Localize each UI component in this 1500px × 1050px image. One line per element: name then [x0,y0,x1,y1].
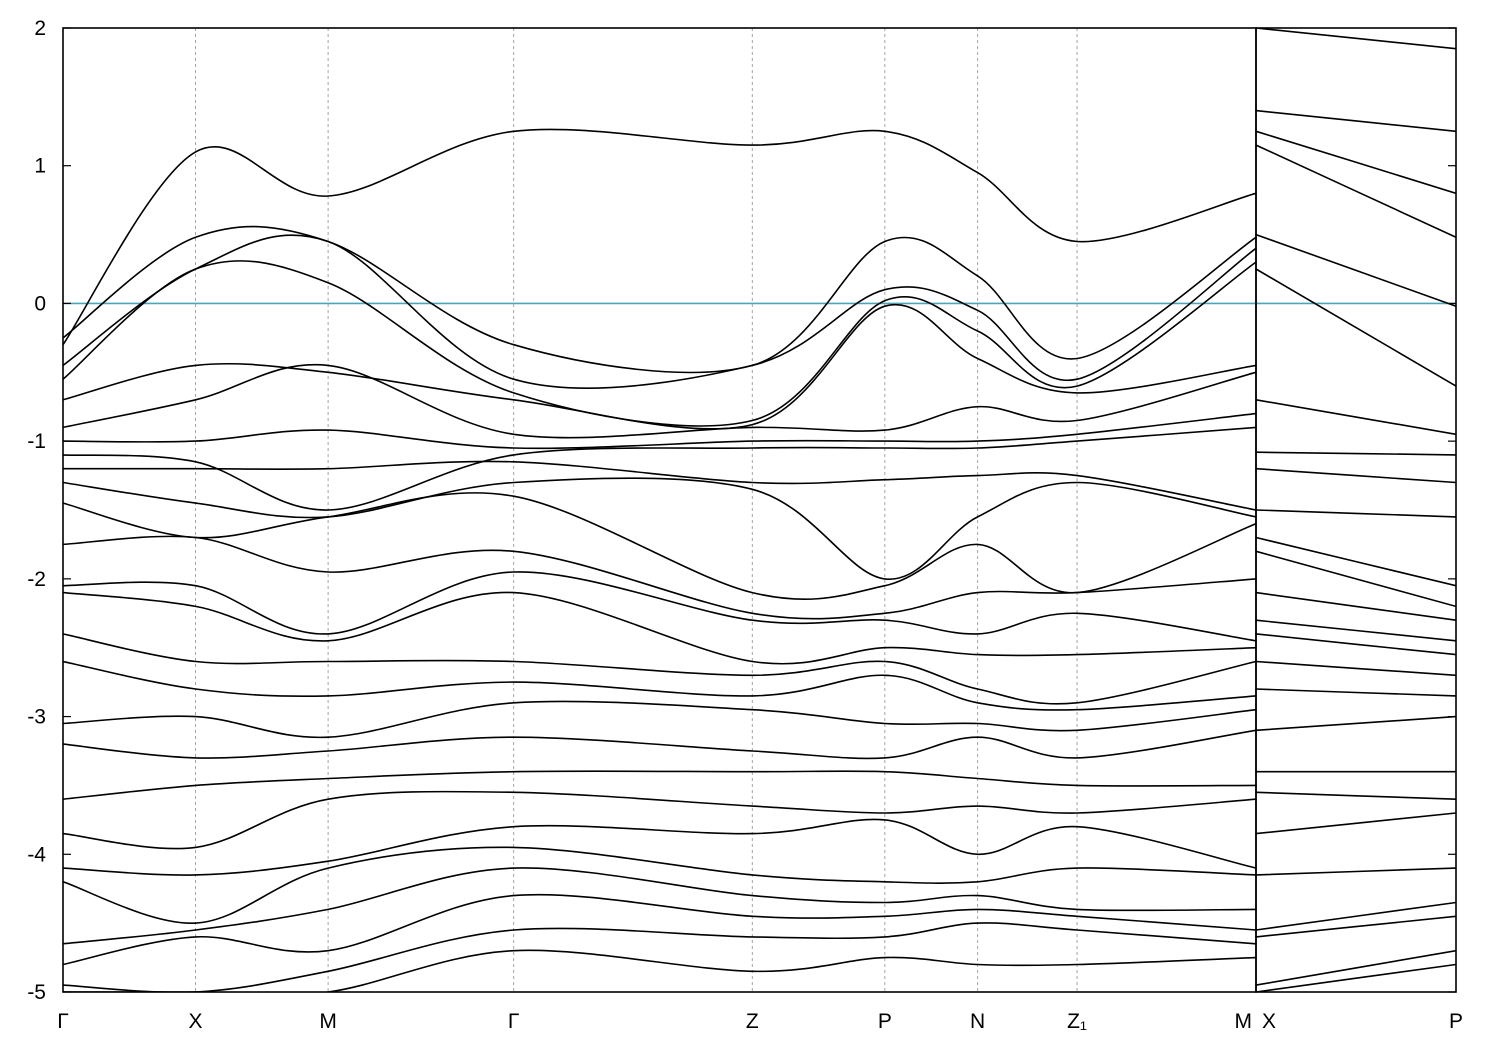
band-line [63,477,1257,580]
y-tick-label: 1 [34,155,46,178]
band-line [63,949,1257,992]
band-line [1255,109,1456,133]
x-tick-label: Z [746,1010,759,1033]
band-line [1255,399,1456,436]
band-line [63,660,1257,711]
band-line [1255,867,1456,876]
y-tick-label: -3 [27,706,46,729]
band-line [1255,619,1456,642]
band-line [1255,715,1456,732]
x-tick-label: M [1235,1010,1253,1033]
band-line [63,303,1257,430]
band-line [63,633,1257,705]
band-line [1255,509,1456,518]
band-line [1255,915,1456,938]
band-line [63,128,1257,346]
band-line [63,729,1257,760]
x-tick-label: M [319,1010,337,1033]
band-line [1255,633,1456,656]
y-tick-label: 2 [34,17,46,40]
band-line [63,260,1257,427]
band-line [63,535,1257,620]
band-line [63,846,1257,924]
band-line [1255,949,1456,986]
band-line [63,790,1257,850]
band-line [63,412,1257,450]
y-tick-label: -2 [27,568,46,591]
band-line [1255,451,1456,456]
band-line [1255,233,1456,307]
band-line [1255,130,1456,195]
band-line [63,571,1257,642]
x-tick-label: Z₁ [1067,1010,1087,1033]
band-line [1255,963,1456,992]
band-line [1255,144,1456,239]
bands-layer [63,28,1456,992]
band-line [1255,268,1456,387]
y-axis: 2 1 0 -1 -2 -3 -4 -5 [27,17,1456,1004]
plot-frame-side [1255,27,1457,993]
x-tick-label: N [970,1010,985,1033]
x-tick-label: Γ [57,1010,69,1033]
x-tick-label: P [1449,1010,1463,1033]
band-line [1255,660,1456,677]
band-line [1255,812,1456,835]
y-tick-label: -5 [27,981,46,1004]
band-line [1255,591,1456,621]
y-tick-label: -4 [27,843,46,866]
band-line [63,867,1257,945]
band-line [1255,550,1456,608]
x-tick-label: P [878,1010,892,1033]
band-line [63,700,1257,739]
band-line [63,234,1257,389]
x-tick-label: X [189,1010,203,1033]
band-line [63,591,1257,665]
band-line [1255,791,1456,800]
x-tick-label: X [1262,1010,1276,1033]
x-axis: Γ X M Γ Z P N Z₁ M X P [57,1010,1463,1033]
band-line [1255,901,1456,931]
y-tick-label: -1 [27,430,46,453]
band-line [63,770,1257,800]
band-line [63,492,1257,601]
band-line [1255,28,1456,50]
band-line [1255,688,1456,697]
band-line [1255,467,1456,484]
band-line [1255,536,1456,587]
y-tick-label: 0 [34,292,46,315]
band-line [63,922,1257,992]
band-line [63,893,1257,966]
band-line [63,363,1257,439]
x-tick-label: Γ [508,1010,520,1033]
band-line [63,426,1257,511]
band-line [63,460,1257,511]
band-line [63,818,1257,876]
